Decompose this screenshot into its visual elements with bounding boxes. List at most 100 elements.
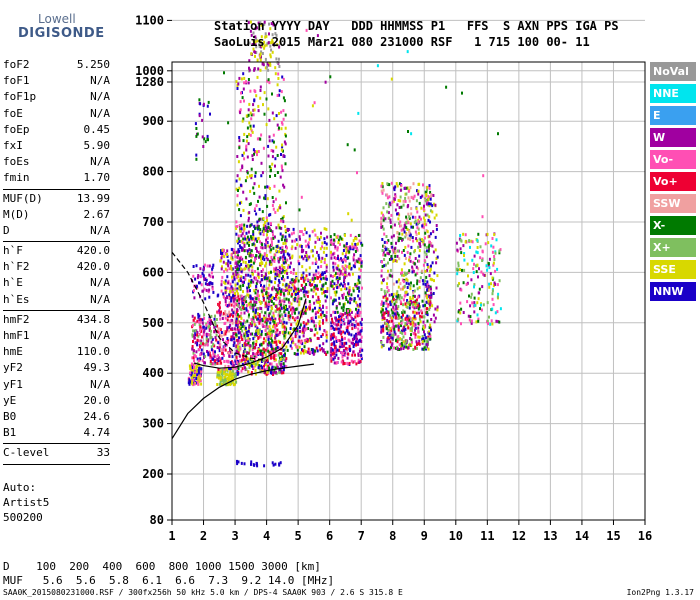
echo-point <box>275 33 278 37</box>
echo-point <box>213 344 216 348</box>
echo-point <box>298 255 301 259</box>
echo-point <box>470 295 473 299</box>
echo-point <box>344 352 347 356</box>
echo-point <box>259 217 262 221</box>
echo-point <box>193 316 196 320</box>
echo-point <box>210 345 213 349</box>
echo-point <box>463 258 466 262</box>
echo-point <box>270 255 273 259</box>
echo-point <box>428 234 431 238</box>
echo-point <box>436 305 439 309</box>
echo-point <box>275 298 278 302</box>
echo-point <box>340 237 343 241</box>
echo-point <box>223 354 225 357</box>
echo-point <box>257 237 260 241</box>
param-name: D <box>3 223 10 237</box>
echo-point <box>426 343 429 346</box>
echo-point <box>290 302 293 306</box>
echo-point <box>416 287 419 291</box>
echo-point <box>286 272 289 275</box>
echo-point <box>295 272 298 276</box>
echo-point <box>218 303 221 307</box>
echo-point <box>409 283 412 287</box>
echo-point <box>412 197 415 201</box>
echo-point <box>209 333 212 337</box>
echo-point <box>348 312 351 316</box>
echo-point <box>228 354 231 358</box>
echo-point <box>240 267 243 271</box>
echo-point <box>392 297 395 301</box>
echo-point <box>230 267 233 271</box>
echo-point <box>220 331 223 334</box>
echo-point <box>347 321 349 325</box>
echo-point <box>316 300 319 304</box>
echo-point <box>339 314 342 318</box>
echo-point <box>257 199 259 203</box>
echo-point <box>230 375 233 379</box>
echo-point <box>356 248 359 252</box>
echo-point <box>256 312 259 316</box>
echo-point <box>493 233 496 237</box>
echo-point <box>236 84 239 88</box>
echo-point <box>282 215 285 219</box>
echo-point <box>243 295 246 299</box>
echo-point <box>311 319 314 323</box>
echo-point <box>321 333 324 337</box>
echo-point <box>330 333 333 337</box>
echo-point <box>320 277 323 281</box>
echo-point <box>251 306 254 310</box>
echo-point <box>198 379 201 383</box>
echo-point <box>268 350 271 354</box>
y-tick-label: 1100 <box>135 13 164 27</box>
echo-point <box>249 189 252 193</box>
echo-point <box>395 259 398 263</box>
echo-point <box>344 295 347 299</box>
echo-point <box>249 20 252 24</box>
echo-point <box>351 323 354 327</box>
echo-point <box>201 135 204 139</box>
echo-point <box>198 343 201 347</box>
echo-point <box>199 317 202 321</box>
echo-point <box>330 238 333 242</box>
echo-point <box>200 367 203 371</box>
echo-point <box>284 333 287 336</box>
echo-point <box>253 225 256 229</box>
echo-point <box>420 309 423 313</box>
echo-point <box>188 378 191 382</box>
echo-point <box>280 362 283 366</box>
echo-point <box>287 298 290 302</box>
echo-point <box>397 328 400 332</box>
y-tick-label: 800 <box>142 165 164 179</box>
echo-point <box>397 338 400 342</box>
echo-point <box>342 308 345 312</box>
echo-point <box>402 335 405 339</box>
echo-point <box>333 290 336 294</box>
echo-point <box>389 300 392 304</box>
echo-point <box>298 208 301 212</box>
echo-point <box>270 166 272 170</box>
echo-point <box>276 307 279 311</box>
echo-point <box>291 292 294 296</box>
echo-point <box>287 314 290 318</box>
echo-point <box>282 288 285 292</box>
echo-point <box>414 257 417 260</box>
echo-point <box>477 232 480 236</box>
echo-point <box>245 197 248 201</box>
echo-point <box>193 296 196 300</box>
legend-item-sse: SSE <box>650 260 696 279</box>
echo-point <box>408 215 411 219</box>
echo-point <box>253 463 256 467</box>
echo-point <box>393 346 395 350</box>
echo-point <box>404 186 407 190</box>
echo-point <box>403 223 406 227</box>
echo-point <box>222 348 225 352</box>
echo-point <box>400 183 403 187</box>
echo-point <box>264 332 267 336</box>
echo-point <box>209 275 212 279</box>
echo-point <box>204 263 206 267</box>
echo-point <box>275 323 278 327</box>
echo-point <box>380 216 383 220</box>
echo-point <box>191 382 194 386</box>
echo-point <box>302 351 305 355</box>
echo-point <box>268 22 270 26</box>
